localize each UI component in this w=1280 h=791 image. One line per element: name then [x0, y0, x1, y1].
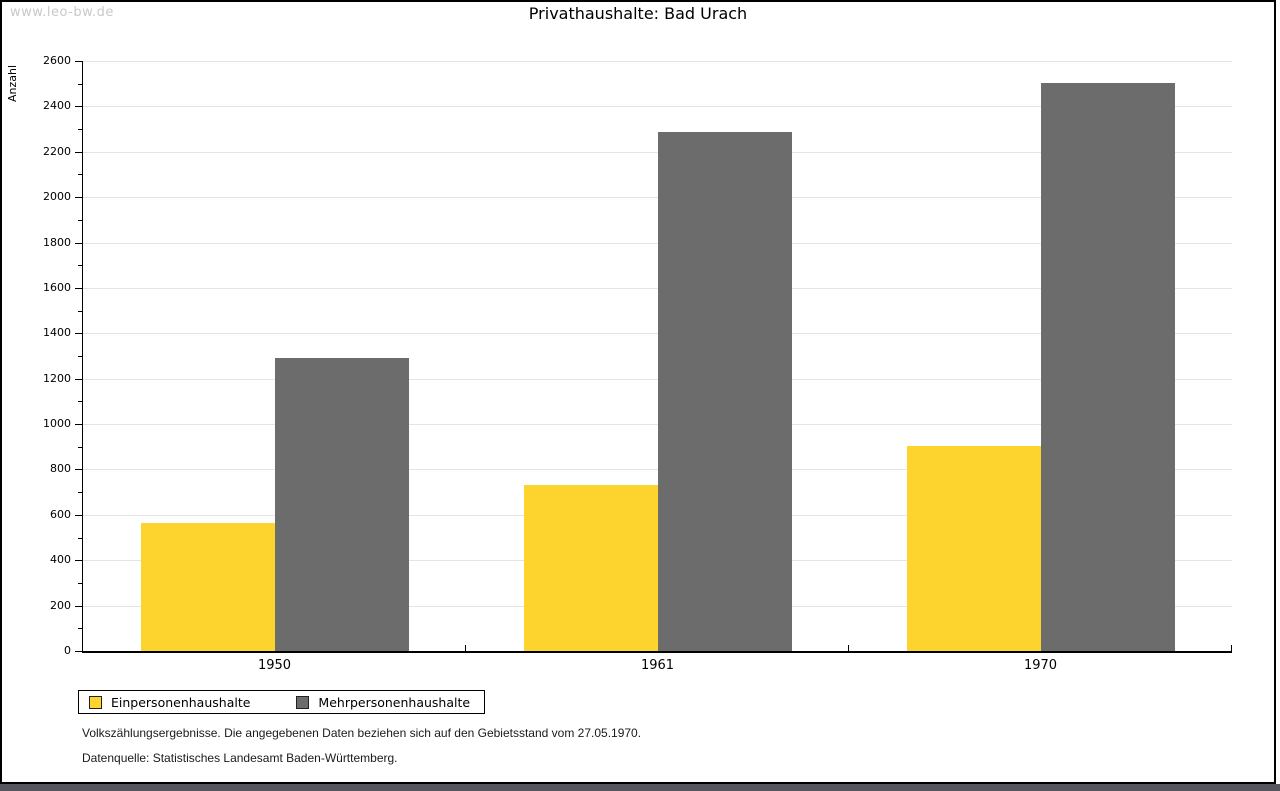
y-major-tick	[75, 605, 82, 607]
bottom-status-bar	[0, 784, 1280, 791]
y-minor-tick	[78, 401, 82, 403]
y-major-tick	[75, 424, 82, 426]
bar-einpersonenhaushalte-1961	[523, 485, 658, 651]
legend-swatch-yellow	[89, 695, 102, 709]
y-major-tick	[75, 287, 82, 289]
y-tick-label: 2000	[43, 190, 71, 204]
watermark-text: www.leo-bw.de	[10, 5, 114, 20]
legend-item-einpersonenhaushalte: Einpersonenhaushalte	[89, 695, 250, 710]
y-major-tick	[75, 151, 82, 153]
y-tick-label: 1200	[43, 371, 71, 385]
y-tick-label: 1600	[43, 280, 71, 294]
y-minor-tick	[78, 628, 82, 630]
x-tick	[465, 645, 466, 651]
y-axis-label: Anzahl	[6, 64, 19, 102]
y-tick-label: 0	[64, 644, 71, 657]
y-minor-tick	[78, 310, 82, 312]
legend-label: Mehrpersonenhaushalte	[318, 694, 471, 710]
y-major-tick	[75, 61, 82, 62]
y-major-tick	[75, 651, 82, 652]
y-major-tick	[75, 378, 82, 380]
y-minor-tick	[78, 356, 82, 357]
y-minor-tick	[78, 265, 82, 267]
y-tick-label: 2600	[43, 54, 71, 67]
x-tick	[848, 645, 849, 651]
y-major-tick	[75, 242, 82, 244]
y-tick-label: 1000	[43, 417, 71, 431]
y-tick-label: 800	[50, 462, 71, 476]
y-tick-label: 2200	[43, 144, 71, 158]
legend-swatch-gray	[296, 695, 310, 709]
legend-box: Einpersonenhaushalte Mehrpersonenhaushal…	[78, 690, 486, 714]
y-minor-tick	[78, 537, 82, 539]
gridline	[83, 61, 1232, 62]
footnote-source: Datenquelle: Statistisches Landesamt Bad…	[82, 751, 398, 765]
legend-item-mehrpersonenhaushalte: Mehrpersonenhaushalte	[296, 695, 470, 710]
bar-mehrpersonenhaushalte-1970	[1040, 82, 1175, 651]
y-tick-label: 200	[50, 598, 71, 612]
y-tick-label: 2400	[43, 99, 71, 113]
y-major-tick	[75, 197, 82, 199]
footnote-census: Volkszählungsergebnisse. Die angegebenen…	[82, 726, 642, 740]
y-minor-tick	[78, 582, 82, 584]
chart-title: Privathaushalte: Bad Urach	[528, 4, 748, 23]
y-major-tick	[75, 469, 82, 471]
y-tick-label: 1400	[43, 326, 71, 340]
y-major-tick	[75, 560, 82, 562]
x-tick	[1231, 645, 1232, 651]
y-major-tick	[75, 333, 82, 335]
gridline	[83, 106, 1232, 108]
plot-area: 0 200 400 600 800 1000 1200 1400 1600 1800 2000 220…	[43, 54, 1232, 673]
y-tick-label: 600	[50, 507, 71, 521]
bar-einpersonenhaushalte-1950	[140, 522, 275, 651]
y-minor-tick	[78, 492, 82, 494]
y-minor-tick	[78, 174, 82, 176]
x-category-label: 1970	[1023, 658, 1058, 673]
bar-mehrpersonenhaushalte-1950	[274, 358, 409, 651]
y-major-tick	[75, 106, 82, 108]
bar-einpersonenhaushalte-1970	[906, 445, 1041, 651]
legend-label: Einpersonenhaushalte	[111, 694, 251, 710]
y-minor-tick	[78, 219, 82, 221]
y-major-tick	[75, 514, 82, 516]
y-minor-tick	[78, 129, 82, 131]
bar-mehrpersonenhaushalte-1961	[657, 132, 792, 651]
y-tick-label: 400	[50, 553, 71, 567]
x-category-label: 1961	[640, 658, 675, 673]
y-tick-label: 1800	[43, 235, 71, 249]
y-minor-tick	[78, 446, 82, 448]
y-minor-tick	[78, 83, 82, 85]
x-category-label: 1950	[257, 658, 292, 673]
